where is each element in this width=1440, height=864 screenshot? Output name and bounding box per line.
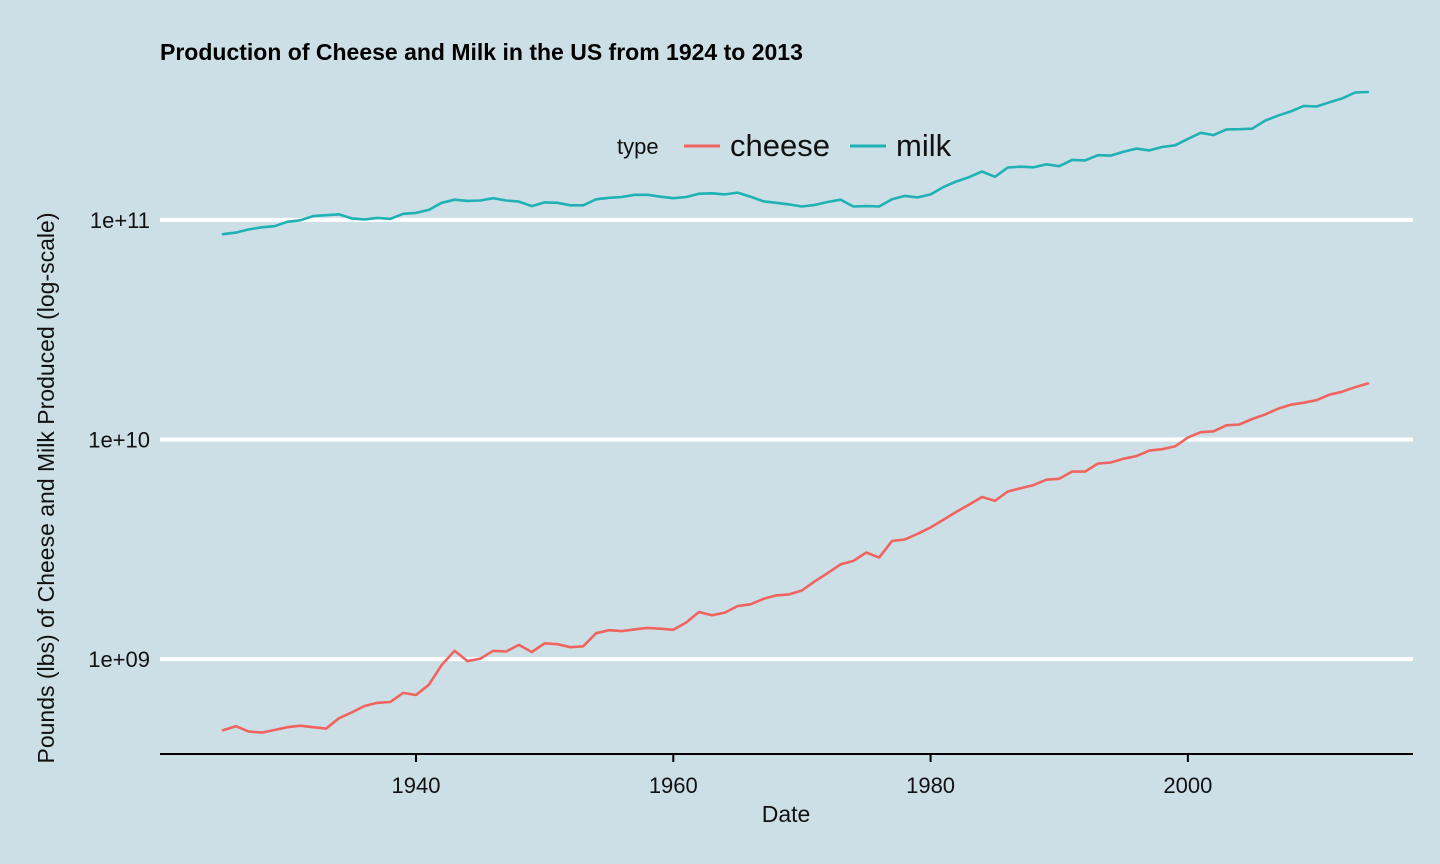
x-axis-label: Date: [762, 801, 811, 827]
series-line-milk: [221, 90, 1370, 236]
y-tick-label: 1e+10: [88, 427, 150, 452]
y-axis-ticks: 1e+09 1e+10 1e+11: [88, 208, 150, 672]
legend-label-cheese: cheese: [730, 128, 830, 163]
y-axis-label: Pounds (lbs) of Cheese and Milk Produced…: [33, 213, 59, 764]
x-tick-label: 1940: [392, 773, 441, 798]
legend-title: type: [617, 134, 659, 159]
chart-title: Production of Cheese and Milk in the US …: [160, 39, 803, 65]
x-tick-label: 2000: [1163, 773, 1212, 798]
series-line-cheese: [221, 382, 1370, 734]
x-tick-label: 1960: [649, 773, 698, 798]
x-tick-label: 1980: [906, 773, 955, 798]
y-tick-label: 1e+09: [88, 647, 150, 672]
gridlines: [160, 217, 1413, 662]
legend-label-milk: milk: [896, 128, 952, 163]
y-tick-label: 1e+11: [90, 208, 150, 233]
x-axis-ticks: 1940 1960 1980 2000: [392, 754, 1212, 798]
series-lines: [221, 90, 1370, 734]
legend: type cheese milk: [617, 128, 952, 163]
